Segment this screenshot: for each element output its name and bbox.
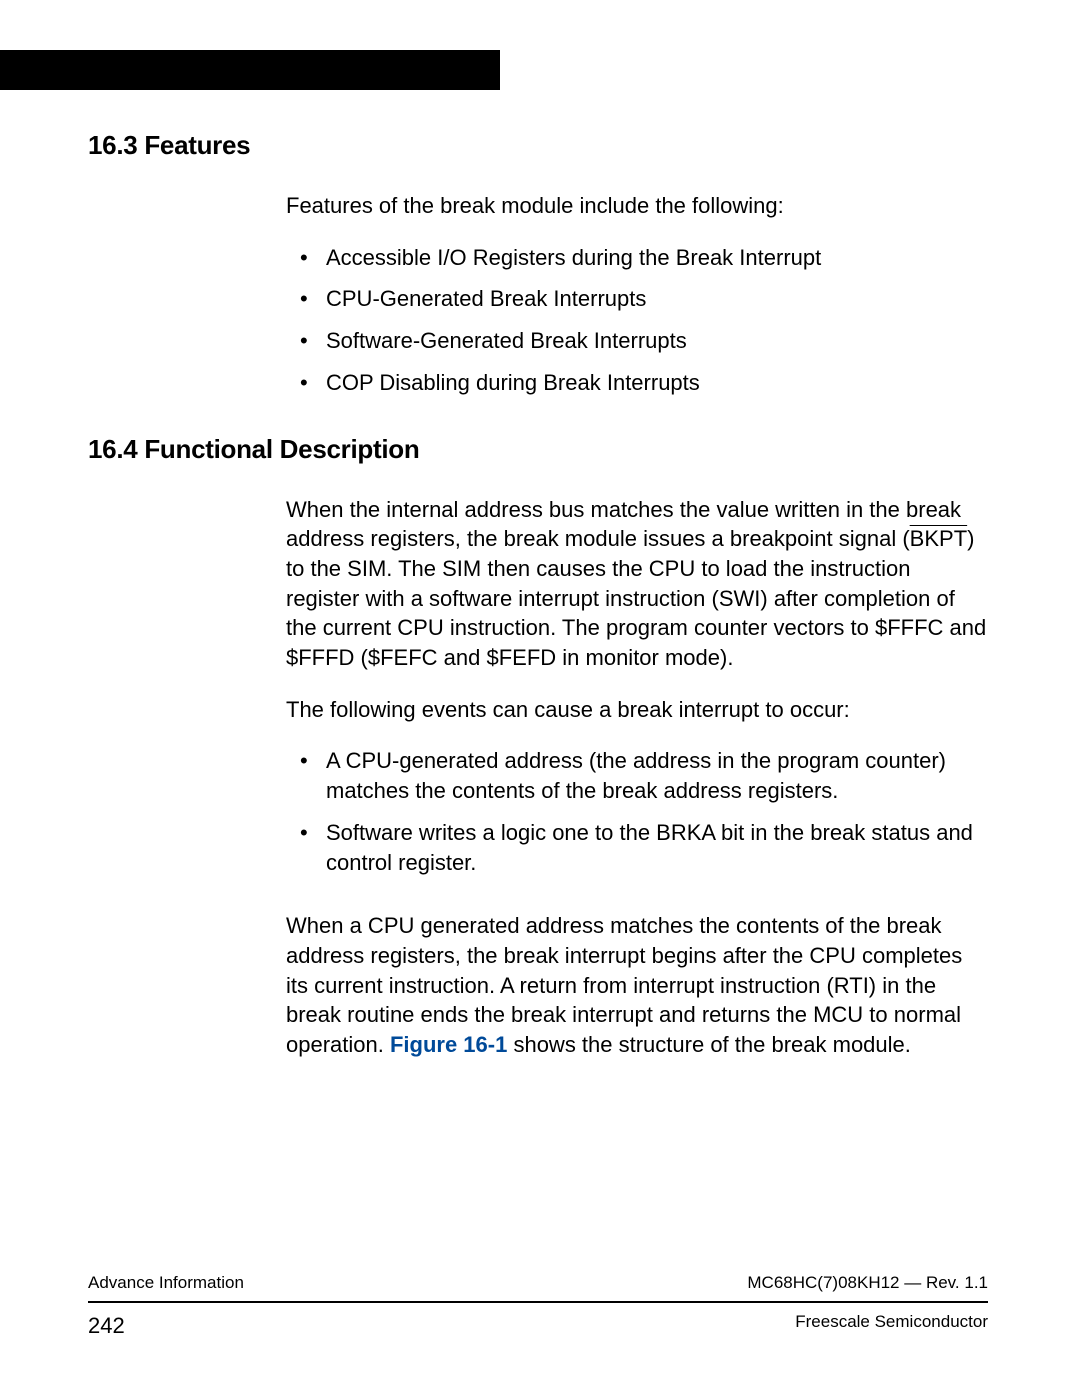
functional-body: When the internal address bus matches th… [286,495,988,1060]
features-bullet: COP Disabling during Break Interrupts [286,368,988,398]
functional-para2: The following events can cause a break i… [286,695,988,725]
functional-bullet: Software writes a logic one to the BRKA … [286,818,988,877]
functional-para3: When a CPU generated address matches the… [286,911,988,1059]
features-bullet: Accessible I/O Registers during the Brea… [286,243,988,273]
header-blackbar [0,50,500,90]
para1-pre: When the internal address bus matches th… [286,497,961,552]
functional-bullet-list: A CPU-generated address (the address in … [286,746,988,877]
footer-rule [88,1301,988,1303]
footer-doc-rev: MC68HC(7)08KH12 — Rev. 1.1 [747,1272,988,1295]
footer-row-2: 242 Freescale Semiconductor [88,1311,988,1341]
features-body: Features of the break module include the… [286,191,988,397]
figure-link[interactable]: Figure 16-1 [390,1032,507,1057]
para3-post: shows the structure of the break module. [507,1032,911,1057]
functional-para1: When the internal address bus matches th… [286,495,988,673]
footer-row-1: Advance Information MC68HC(7)08KH12 — Re… [88,1272,988,1295]
features-bullet: Software-Generated Break Interrupts [286,326,988,356]
content-area: 16.3 Features Features of the break modu… [88,128,988,1082]
features-bullet-list: Accessible I/O Registers during the Brea… [286,243,988,398]
footer-company: Freescale Semiconductor [795,1311,988,1341]
functional-bullet: A CPU-generated address (the address in … [286,746,988,805]
bkpt-overline: BKPT [910,526,967,551]
page-number: 242 [88,1311,125,1341]
section-heading-functional: 16.4 Functional Description [88,432,988,467]
section-heading-features: 16.3 Features [88,128,988,163]
features-bullet: CPU-Generated Break Interrupts [286,284,988,314]
features-intro: Features of the break module include the… [286,191,988,221]
page: 16.3 Features Features of the break modu… [0,0,1080,1397]
page-footer: Advance Information MC68HC(7)08KH12 — Re… [88,1272,988,1347]
footer-advance-info: Advance Information [88,1272,244,1295]
